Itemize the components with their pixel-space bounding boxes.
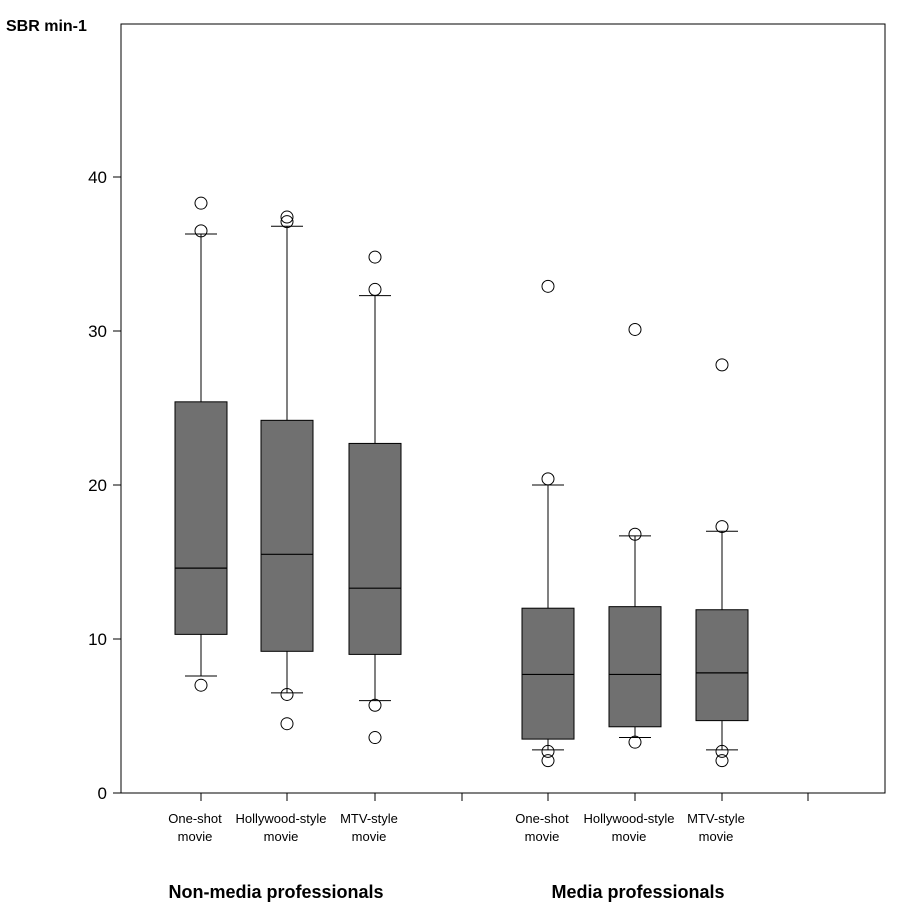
box-0-0 bbox=[174, 196, 228, 692]
outlier-point bbox=[280, 215, 294, 229]
outlier-point bbox=[541, 472, 555, 486]
y-tick-label: 0 bbox=[98, 784, 107, 803]
outlier-point bbox=[194, 196, 208, 210]
outlier-point bbox=[280, 717, 294, 731]
category-label-line1: Hollywood-style bbox=[235, 811, 326, 826]
box-0-1 bbox=[260, 210, 314, 731]
outlier-point bbox=[715, 358, 729, 372]
box-1-0 bbox=[521, 279, 575, 768]
y-axis-label: SBR min-1 bbox=[6, 18, 87, 35]
box-series bbox=[174, 196, 749, 768]
outlier-point bbox=[194, 678, 208, 692]
y-tick-label: 30 bbox=[88, 322, 107, 341]
category-label-line2: movie bbox=[525, 829, 560, 844]
outlier-point bbox=[368, 698, 382, 712]
box-body bbox=[608, 606, 662, 728]
box-1-1 bbox=[608, 322, 662, 749]
outlier-point bbox=[628, 322, 642, 336]
x-axis: One-shot movie Hollywood-style movie MTV-sty… bbox=[168, 793, 809, 844]
outlier-point bbox=[541, 754, 555, 768]
y-tick-label: 20 bbox=[88, 476, 107, 495]
category-label-line2: movie bbox=[699, 829, 734, 844]
category-label-line1: One-shot bbox=[168, 811, 222, 826]
category-label-line1: MTV-style bbox=[687, 811, 745, 826]
group-label: Non-media professionals bbox=[168, 882, 383, 902]
category-label-line2: movie bbox=[352, 829, 387, 844]
outlier-point bbox=[715, 754, 729, 768]
plot-frame bbox=[120, 23, 886, 794]
category-label-line1: One-shot bbox=[515, 811, 569, 826]
group-labels: Non-media professionals Media professiona… bbox=[168, 882, 724, 902]
outlier-point bbox=[280, 210, 294, 224]
category-label-line2: movie bbox=[178, 829, 213, 844]
y-tick-label: 40 bbox=[88, 168, 107, 187]
outlier-point bbox=[368, 282, 382, 296]
box-0-2 bbox=[348, 250, 402, 745]
outlier-point bbox=[368, 731, 382, 745]
category-label-line2: movie bbox=[612, 829, 647, 844]
y-axis: 0 10 20 30 40 bbox=[88, 168, 121, 803]
box-body bbox=[174, 401, 228, 635]
box-body bbox=[521, 607, 575, 740]
group-label: Media professionals bbox=[551, 882, 724, 902]
outlier-point bbox=[628, 527, 642, 541]
box-body bbox=[260, 419, 314, 652]
outlier-point bbox=[280, 687, 294, 701]
box-body bbox=[695, 609, 749, 722]
y-tick-label: 10 bbox=[88, 630, 107, 649]
outlier-point bbox=[541, 279, 555, 293]
outlier-point bbox=[715, 744, 729, 758]
category-label-line1: Hollywood-style bbox=[583, 811, 674, 826]
category-label-line2: movie bbox=[264, 829, 299, 844]
outlier-point bbox=[628, 735, 642, 749]
box-body bbox=[348, 442, 402, 655]
outlier-point bbox=[715, 520, 729, 534]
box-1-2 bbox=[695, 358, 749, 768]
outlier-point bbox=[541, 744, 555, 758]
outlier-point bbox=[368, 250, 382, 264]
category-label-line1: MTV-style bbox=[340, 811, 398, 826]
outlier-point bbox=[194, 224, 208, 238]
